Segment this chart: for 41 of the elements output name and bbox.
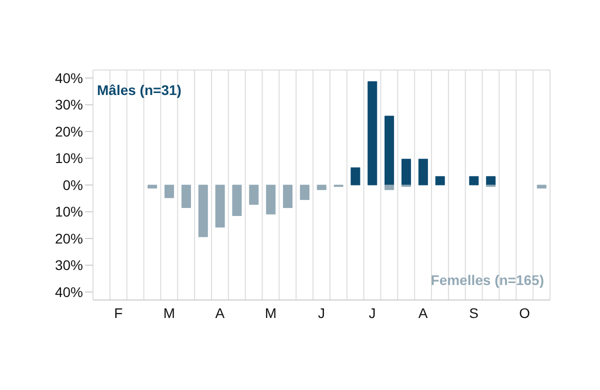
x-tick-label: S [469,304,479,321]
y-tick-label: 20% [54,123,83,140]
bar [215,184,225,228]
bar [181,184,191,208]
y-tick-label: 40% [54,284,83,300]
bar [536,184,546,188]
y-tick-label: 30% [54,257,83,274]
bar [368,81,378,186]
bar [164,184,174,198]
y-tick-label: 10% [54,150,83,166]
bar [350,167,360,186]
x-tick-label: J [318,304,325,321]
bar [266,184,276,214]
bar [148,184,158,188]
bar [469,176,479,186]
bar [300,184,310,200]
text: Mâles (n=31) [97,82,182,98]
y-tick-label: 10% [54,204,83,220]
x-tick-label: M [264,304,277,321]
bar [418,158,428,186]
x-tick-label: M [163,304,176,321]
bar [282,184,292,208]
x-tick-label: F [114,304,123,321]
bar [401,158,411,186]
bar [384,116,394,186]
x-tick-label: O [519,304,530,321]
text: Femelles (n=165) [430,272,544,288]
bar [316,184,326,190]
bar [486,176,496,186]
x-tick-label: J [368,304,376,321]
bar [435,176,445,186]
y-tick-label: 0% [62,176,83,193]
bar [232,184,242,216]
x-tick-label: A [215,304,226,321]
y-tick-label: 30% [54,96,83,113]
y-tick-label: 20% [54,230,83,246]
bar [198,184,208,238]
bar [249,184,259,205]
y-tick-label: 40% [54,70,83,86]
bar [384,184,394,190]
x-tick-label: A [418,304,428,321]
